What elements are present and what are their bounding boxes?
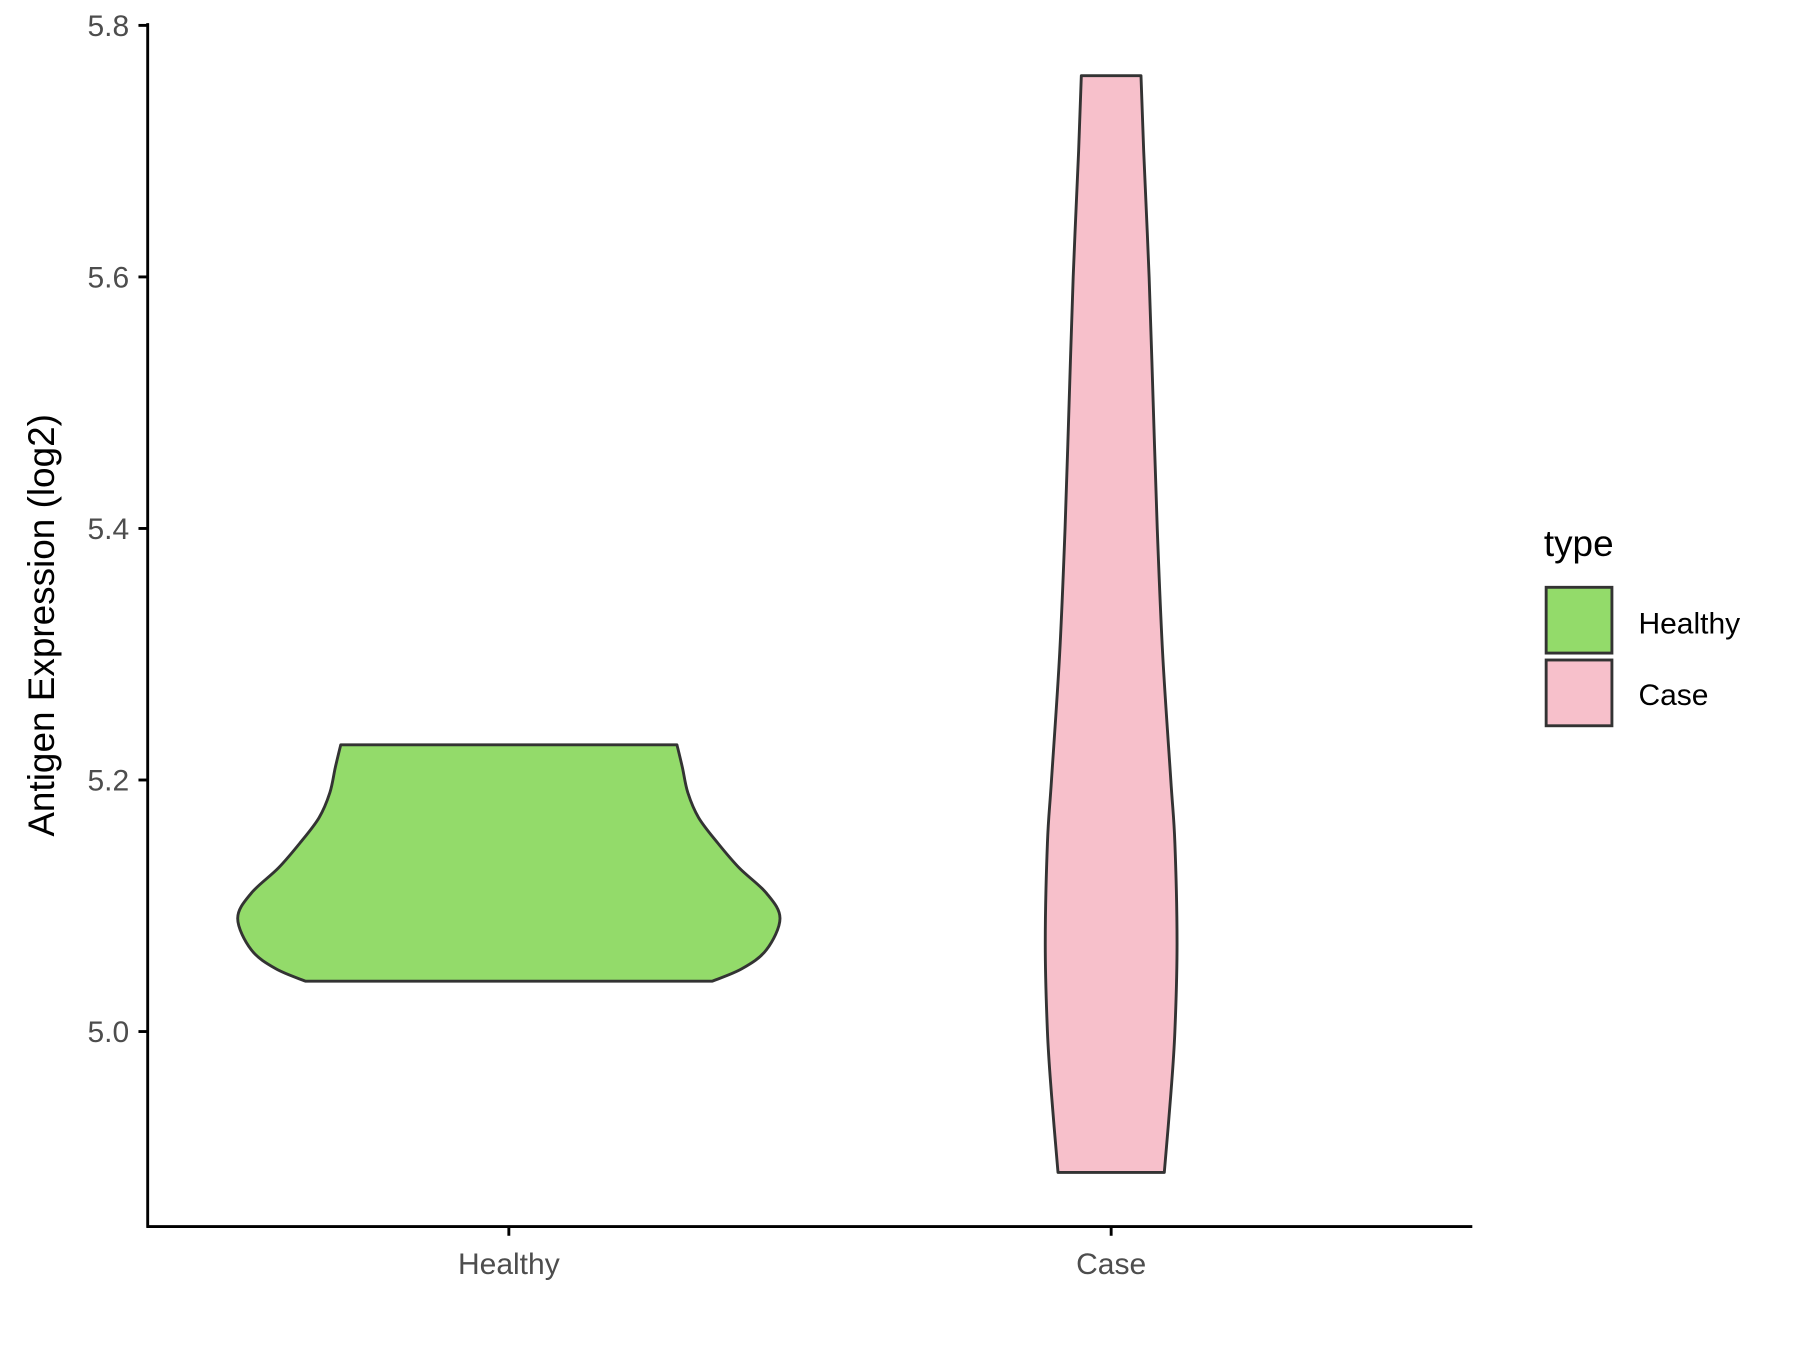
legend-label-healthy: Healthy — [1638, 607, 1740, 640]
legend-key-case — [1544, 658, 1614, 728]
y-tick-label: 5.8 — [88, 10, 130, 43]
violin-healthy — [236, 743, 782, 983]
legend-key-healthy — [1544, 585, 1614, 655]
y-tick-label: 5.4 — [88, 513, 130, 546]
legend-label-case: Case — [1638, 679, 1708, 712]
x-tick-label: Healthy — [458, 1248, 560, 1281]
y-axis-label: Antigen Expression (log2) — [21, 414, 62, 837]
legend: type Healthy Case — [1544, 523, 1740, 728]
legend-title: type — [1544, 523, 1614, 564]
y-tick-label: 5.2 — [88, 764, 130, 797]
y-ticks: 5.0 5.2 5.4 5.6 5.8 — [88, 10, 148, 1049]
x-ticks: Healthy Case — [458, 1226, 1146, 1281]
x-tick-label: Case — [1076, 1248, 1146, 1281]
violin-case — [1043, 74, 1179, 1174]
y-tick-label: 5.0 — [88, 1016, 130, 1049]
violins — [236, 74, 1179, 1174]
y-tick-label: 5.6 — [88, 261, 130, 294]
